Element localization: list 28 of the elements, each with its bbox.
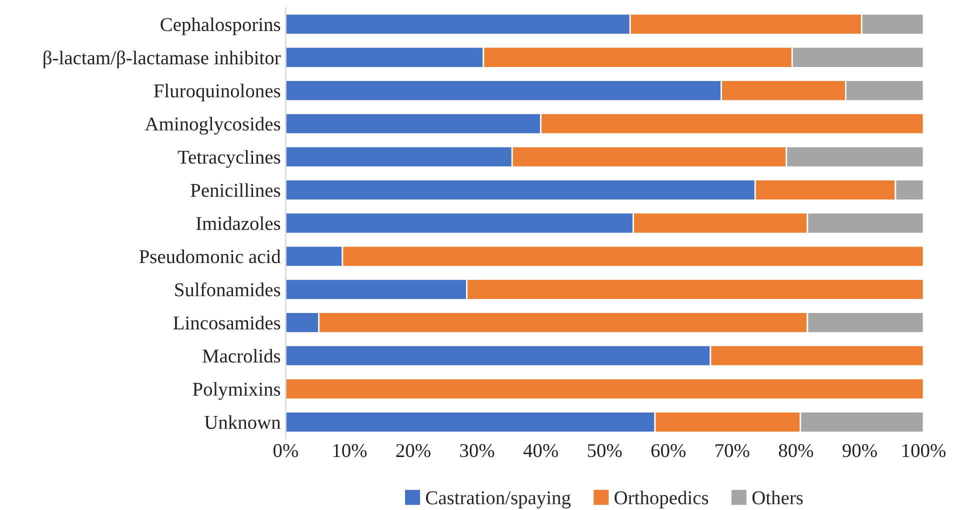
legend-label: Others <box>752 490 803 504</box>
x-tick-label: 100% <box>902 444 946 458</box>
x-tick-label: 0% <box>273 444 298 458</box>
x-tick-label: 60% <box>651 444 686 458</box>
y-tick-label: Imidazoles <box>196 216 280 230</box>
y-tick-label: Cephalosporins <box>160 17 280 36</box>
y-tick-label: Polymixins <box>192 382 280 400</box>
y-tick-label: Aminoglycosides <box>144 116 280 135</box>
x-tick-label: 10% <box>333 444 367 458</box>
x-tick-label: 40% <box>523 444 558 458</box>
y-tick-label: Tetracyclines <box>178 150 280 168</box>
y-tick-label: β-lactam/β-lactamase inhibitor <box>44 50 281 68</box>
y-tick-label: Penicillines <box>190 183 280 197</box>
y-tick-label: Lincosamides <box>173 316 280 330</box>
x-tick-label: 30% <box>460 444 494 458</box>
y-tick-label: Macrolids <box>202 348 280 363</box>
legend-label: Orthopedics <box>614 490 708 508</box>
y-tick-label: Fluroquinolones <box>154 84 280 102</box>
x-tick-label: 50% <box>588 444 622 458</box>
x-tick-label: 70% <box>716 444 750 458</box>
x-tick-label: 80% <box>778 444 814 458</box>
x-tick-label: 90% <box>842 444 877 458</box>
y-tick-label: Sulfonamides <box>175 282 280 296</box>
y-tick-label: Unknown <box>204 415 281 429</box>
x-tick-label: 20% <box>396 444 430 458</box>
legend-label: Castration/spaying <box>426 491 571 508</box>
y-tick-label: Pseudomonic acid <box>139 250 281 264</box>
bar <box>286 378 924 400</box>
